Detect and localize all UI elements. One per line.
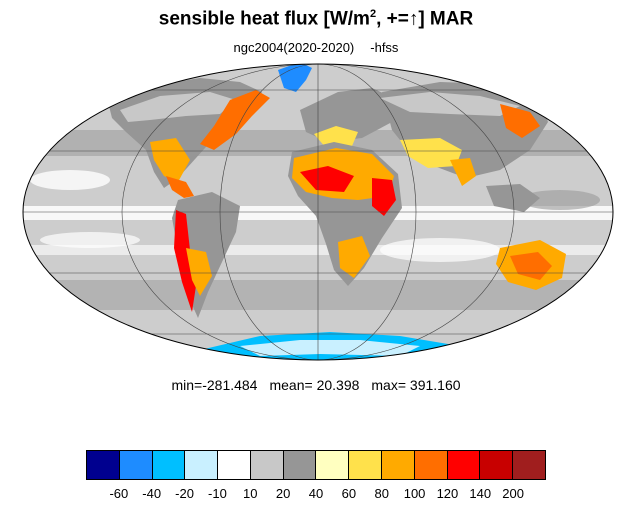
colorbar-tick-label: 200: [502, 486, 524, 501]
india-heat: [450, 158, 476, 186]
colorbar-swatch: [250, 451, 284, 479]
colorbar-swatch: [87, 451, 120, 479]
colorbar-swatch: [185, 451, 219, 479]
europe: [300, 88, 398, 142]
colorbar-swatch: [513, 451, 545, 479]
colorbar-swatch: [382, 451, 415, 479]
plot-title: sensible heat flux [W/m2, +=↑] MAR: [0, 8, 632, 30]
colorbar-swatch: [349, 451, 383, 479]
ocean-patch: [520, 190, 600, 210]
colorbar: [86, 450, 546, 480]
title-superscript: 2: [369, 8, 377, 20]
colorbar-tick-label: 10: [243, 486, 258, 501]
title-end: ] MAR: [418, 8, 474, 30]
colorbar-tick-label: 120: [436, 486, 459, 501]
globe-outline: [22, 63, 614, 361]
world-map: [22, 63, 614, 361]
plot-subtitle: ngc2004(2020-2020) -hfss: [0, 40, 632, 55]
colorbar-tick-label: 40: [308, 486, 324, 501]
ocean-patch: [380, 238, 500, 262]
north-america-north: [120, 92, 236, 122]
central-america: [166, 176, 194, 198]
colorbar-swatch: [480, 451, 514, 479]
colorbar-tick-label: -10: [208, 486, 227, 501]
colorbar-tick-label: 100: [403, 486, 426, 501]
colorbar-tick-label: -60: [109, 486, 129, 501]
ocean-patch: [40, 232, 140, 248]
meridian-line: [121, 64, 515, 360]
statistics-line: min=-281.484 mean= 20.398 max= 391.160: [0, 377, 632, 393]
title-prefix: sensible heat flux [W/m: [158, 8, 370, 30]
us-heat: [150, 138, 190, 182]
up-arrow-icon: ↑: [408, 8, 419, 30]
colorbar-swatch: [447, 451, 481, 479]
colorbar-tick-label: 60: [341, 486, 357, 501]
stat-max: max= 391.160: [371, 377, 461, 393]
horn-of-africa: [372, 178, 396, 216]
colorbar-tick-label: 140: [469, 486, 492, 501]
colorbar-tick-label: -20: [175, 486, 194, 501]
colorbar-swatch: [218, 451, 251, 479]
colorbar-tick-label: 80: [374, 486, 389, 501]
stat-mean: mean= 20.398: [269, 377, 360, 393]
title-suffix: , +=: [376, 8, 409, 30]
stat-min: min=-281.484: [171, 377, 258, 393]
colorbar-swatch: [414, 451, 448, 479]
japan-kuroshio: [500, 104, 540, 138]
colorbar-tick-label: -40: [142, 486, 162, 501]
colorbar-swatch: [316, 451, 350, 479]
ocean-patch: [30, 170, 110, 190]
colorbar-tick-label: 20: [275, 486, 291, 501]
colorbar-swatch: [283, 451, 317, 479]
andes-heat: [174, 210, 196, 312]
greenland: [278, 64, 312, 92]
antarctica-interior: [240, 340, 420, 356]
siberia: [380, 92, 520, 116]
sahara-core: [300, 166, 354, 192]
mediterranean: [314, 126, 358, 148]
variable-name: -hfss: [370, 40, 399, 55]
colorbar-swatch: [152, 451, 186, 479]
meridian-line: [219, 64, 417, 360]
pampas-heat: [186, 248, 212, 296]
middle-east-heat: [400, 138, 462, 168]
gulf-stream: [200, 90, 270, 150]
southern-africa-heat: [338, 236, 370, 278]
colorbar-swatch: [119, 451, 153, 479]
colorbar-tick-labels: -60 -40 -20 -10 10 20 40 60 80 100 120 140 200: [86, 486, 546, 502]
case-name: ngc2004(2020-2020): [233, 40, 355, 55]
